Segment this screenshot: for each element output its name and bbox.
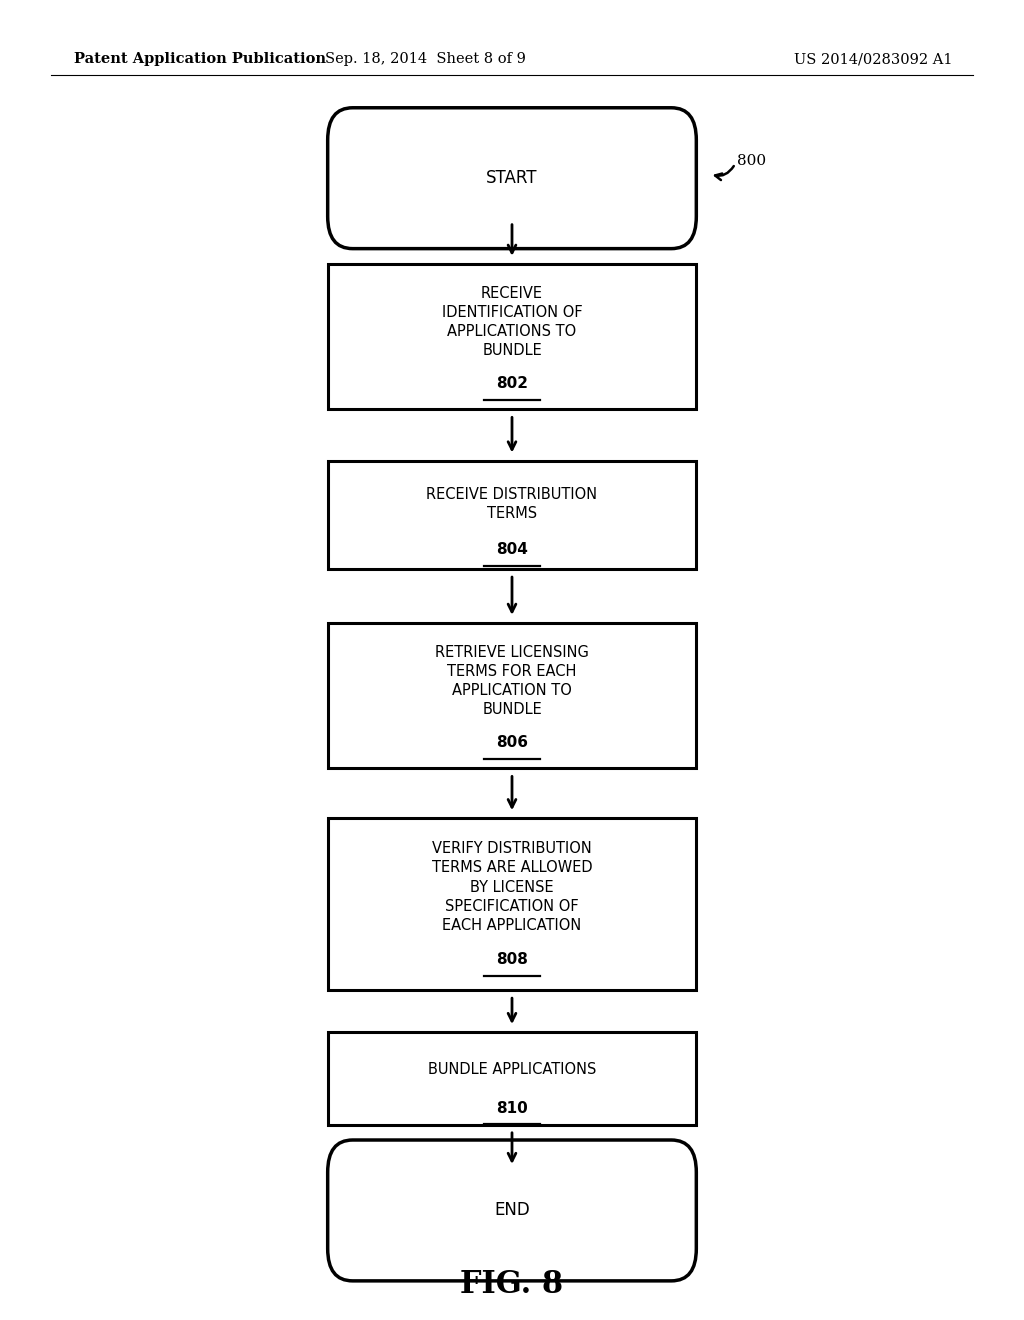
Text: VERIFY DISTRIBUTION
TERMS ARE ALLOWED
BY LICENSE
SPECIFICATION OF
EACH APPLICATI: VERIFY DISTRIBUTION TERMS ARE ALLOWED BY… bbox=[432, 841, 592, 933]
Text: FIG. 8: FIG. 8 bbox=[461, 1269, 563, 1300]
FancyBboxPatch shape bbox=[328, 818, 696, 990]
Text: 802: 802 bbox=[496, 376, 528, 391]
FancyBboxPatch shape bbox=[328, 1140, 696, 1280]
Text: US 2014/0283092 A1: US 2014/0283092 A1 bbox=[794, 53, 952, 66]
Text: END: END bbox=[495, 1201, 529, 1220]
Text: Patent Application Publication: Patent Application Publication bbox=[74, 53, 326, 66]
Text: RECEIVE DISTRIBUTION
TERMS: RECEIVE DISTRIBUTION TERMS bbox=[426, 487, 598, 521]
Text: 800: 800 bbox=[737, 154, 766, 168]
FancyBboxPatch shape bbox=[328, 108, 696, 248]
Text: RECEIVE
IDENTIFICATION OF
APPLICATIONS TO
BUNDLE: RECEIVE IDENTIFICATION OF APPLICATIONS T… bbox=[441, 286, 583, 358]
Text: 806: 806 bbox=[496, 735, 528, 750]
FancyBboxPatch shape bbox=[328, 1032, 696, 1125]
Text: Sep. 18, 2014  Sheet 8 of 9: Sep. 18, 2014 Sheet 8 of 9 bbox=[325, 53, 525, 66]
Text: 804: 804 bbox=[496, 543, 528, 557]
Text: BUNDLE APPLICATIONS: BUNDLE APPLICATIONS bbox=[428, 1061, 596, 1077]
Text: START: START bbox=[486, 169, 538, 187]
FancyBboxPatch shape bbox=[328, 264, 696, 409]
Text: 808: 808 bbox=[496, 953, 528, 968]
FancyBboxPatch shape bbox=[328, 623, 696, 768]
Text: RETRIEVE LICENSING
TERMS FOR EACH
APPLICATION TO
BUNDLE: RETRIEVE LICENSING TERMS FOR EACH APPLIC… bbox=[435, 645, 589, 718]
FancyBboxPatch shape bbox=[328, 461, 696, 569]
Text: 810: 810 bbox=[496, 1101, 528, 1115]
